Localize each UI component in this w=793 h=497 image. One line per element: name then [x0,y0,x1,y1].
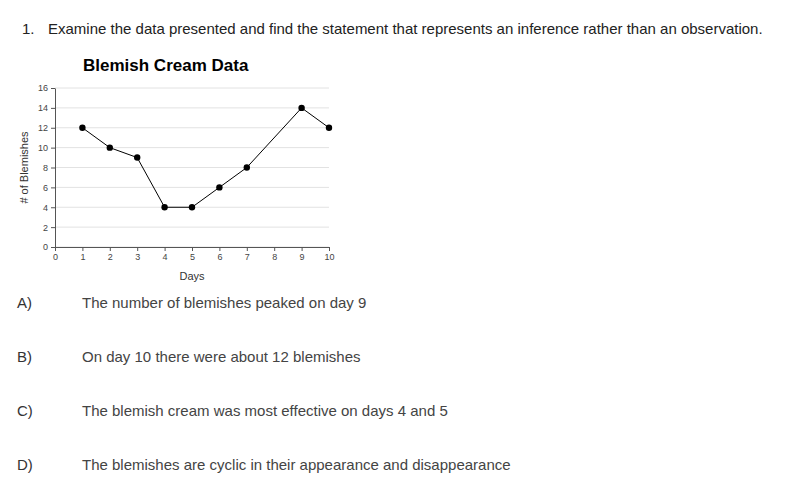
x-tick-mark [55,247,56,251]
x-tick: 2 [108,247,113,262]
data-point [107,144,113,150]
x-tick-mark [110,247,111,251]
x-tick-mark [247,247,248,251]
choice-text: The number of blemishes peaked on day 9 [82,294,366,311]
y-tick-mark [51,227,55,228]
data-point [161,204,167,210]
x-tick-mark [274,247,275,251]
grid-line [55,107,329,108]
choice-letter: C) [17,402,33,419]
y-tick: 10 [38,143,55,153]
x-tick: 1 [80,247,85,262]
grid-line [55,227,329,228]
y-tick: 14 [38,103,55,113]
x-tick: 6 [217,247,222,262]
y-tick: 0 [43,242,55,252]
x-tick: 4 [163,247,168,262]
y-tick-mark [51,247,55,248]
x-tick-mark [219,247,220,251]
y-tick-mark [51,88,55,89]
chart-title: Blemish Cream Data [83,56,249,75]
x-tick: 7 [245,247,250,262]
x-tick-label: 7 [245,252,250,262]
data-point [244,164,250,170]
choice-letter: D) [17,456,33,473]
y-tick-label: 2 [43,223,48,233]
choice-text: On day 10 there were about 12 blemishes [82,348,361,365]
data-point [216,184,222,190]
y-axis-line [55,89,56,248]
grid-line [55,147,329,148]
choice-letter: B) [17,348,32,365]
x-tick-label: 1 [80,252,85,262]
x-tick-label: 6 [217,252,222,262]
x-tick: 0 [53,247,58,262]
y-axis-title: # of Blemishes [18,131,30,204]
y-tick-label: 8 [43,163,48,173]
x-axis-title: Days [179,270,205,282]
y-tick-label: 16 [38,83,48,93]
x-tick: 3 [135,247,140,262]
x-tick: 10 [324,247,334,262]
x-axis: 0 1 2 3 4 5 6 7 8 9 10 [53,247,335,262]
grid-line [55,187,329,188]
x-tick-label: 8 [272,252,277,262]
choice-letter: A) [17,294,32,311]
question-text: Examine the data presented and find the … [48,20,763,37]
grid-line [55,127,329,128]
choice-text: The blemish cream was most effective on … [82,402,448,419]
data-line [82,108,329,207]
data-point [298,105,304,111]
y-tick-label: 4 [43,203,48,213]
grid-line [55,88,329,89]
y-tick-label: 10 [38,143,48,153]
data-point [79,125,85,131]
x-tick-label: 10 [324,252,334,262]
y-tick-mark [51,148,55,149]
x-tick-mark [165,247,166,251]
data-point [326,125,332,131]
y-tick-label: 12 [38,123,48,133]
y-tick-mark [51,128,55,129]
x-tick-label: 9 [300,252,305,262]
x-tick-mark [302,247,303,251]
y-tick: 6 [43,183,55,193]
y-tick: 4 [43,203,55,213]
y-tick-mark [51,187,55,188]
y-tick-mark [51,168,55,169]
x-tick-label: 0 [53,252,58,262]
x-tick-label: 2 [108,252,113,262]
y-tick-label: 6 [43,183,48,193]
x-tick: 5 [190,247,195,262]
y-tick: 8 [43,163,55,173]
choice-text: The blemishes are cyclic in their appear… [82,456,511,473]
x-tick-label: 4 [163,252,168,262]
y-tick: 16 [38,83,55,93]
plot-marks [79,105,332,211]
data-point [134,154,140,160]
x-tick-mark [192,247,193,251]
x-tick-mark [329,247,330,251]
y-tick-label: 14 [38,103,48,113]
data-point [189,204,195,210]
question-number: 1. [22,20,35,37]
y-axis: 0 2 4 6 8 10 12 14 16 [38,83,56,252]
y-tick-label: 0 [43,242,48,252]
page: 1. Examine the data presented and find th… [0,0,793,497]
x-tick-mark [137,247,138,251]
grid-line [55,167,329,168]
x-tick: 9 [300,247,305,262]
y-tick-mark [51,108,55,109]
y-tick: 2 [43,223,55,233]
x-tick-label: 5 [190,252,195,262]
grid [55,88,329,247]
x-tick-label: 3 [135,252,140,262]
y-tick-mark [51,207,55,208]
x-tick-mark [82,247,83,251]
x-tick: 8 [272,247,277,262]
y-tick: 12 [38,123,55,133]
